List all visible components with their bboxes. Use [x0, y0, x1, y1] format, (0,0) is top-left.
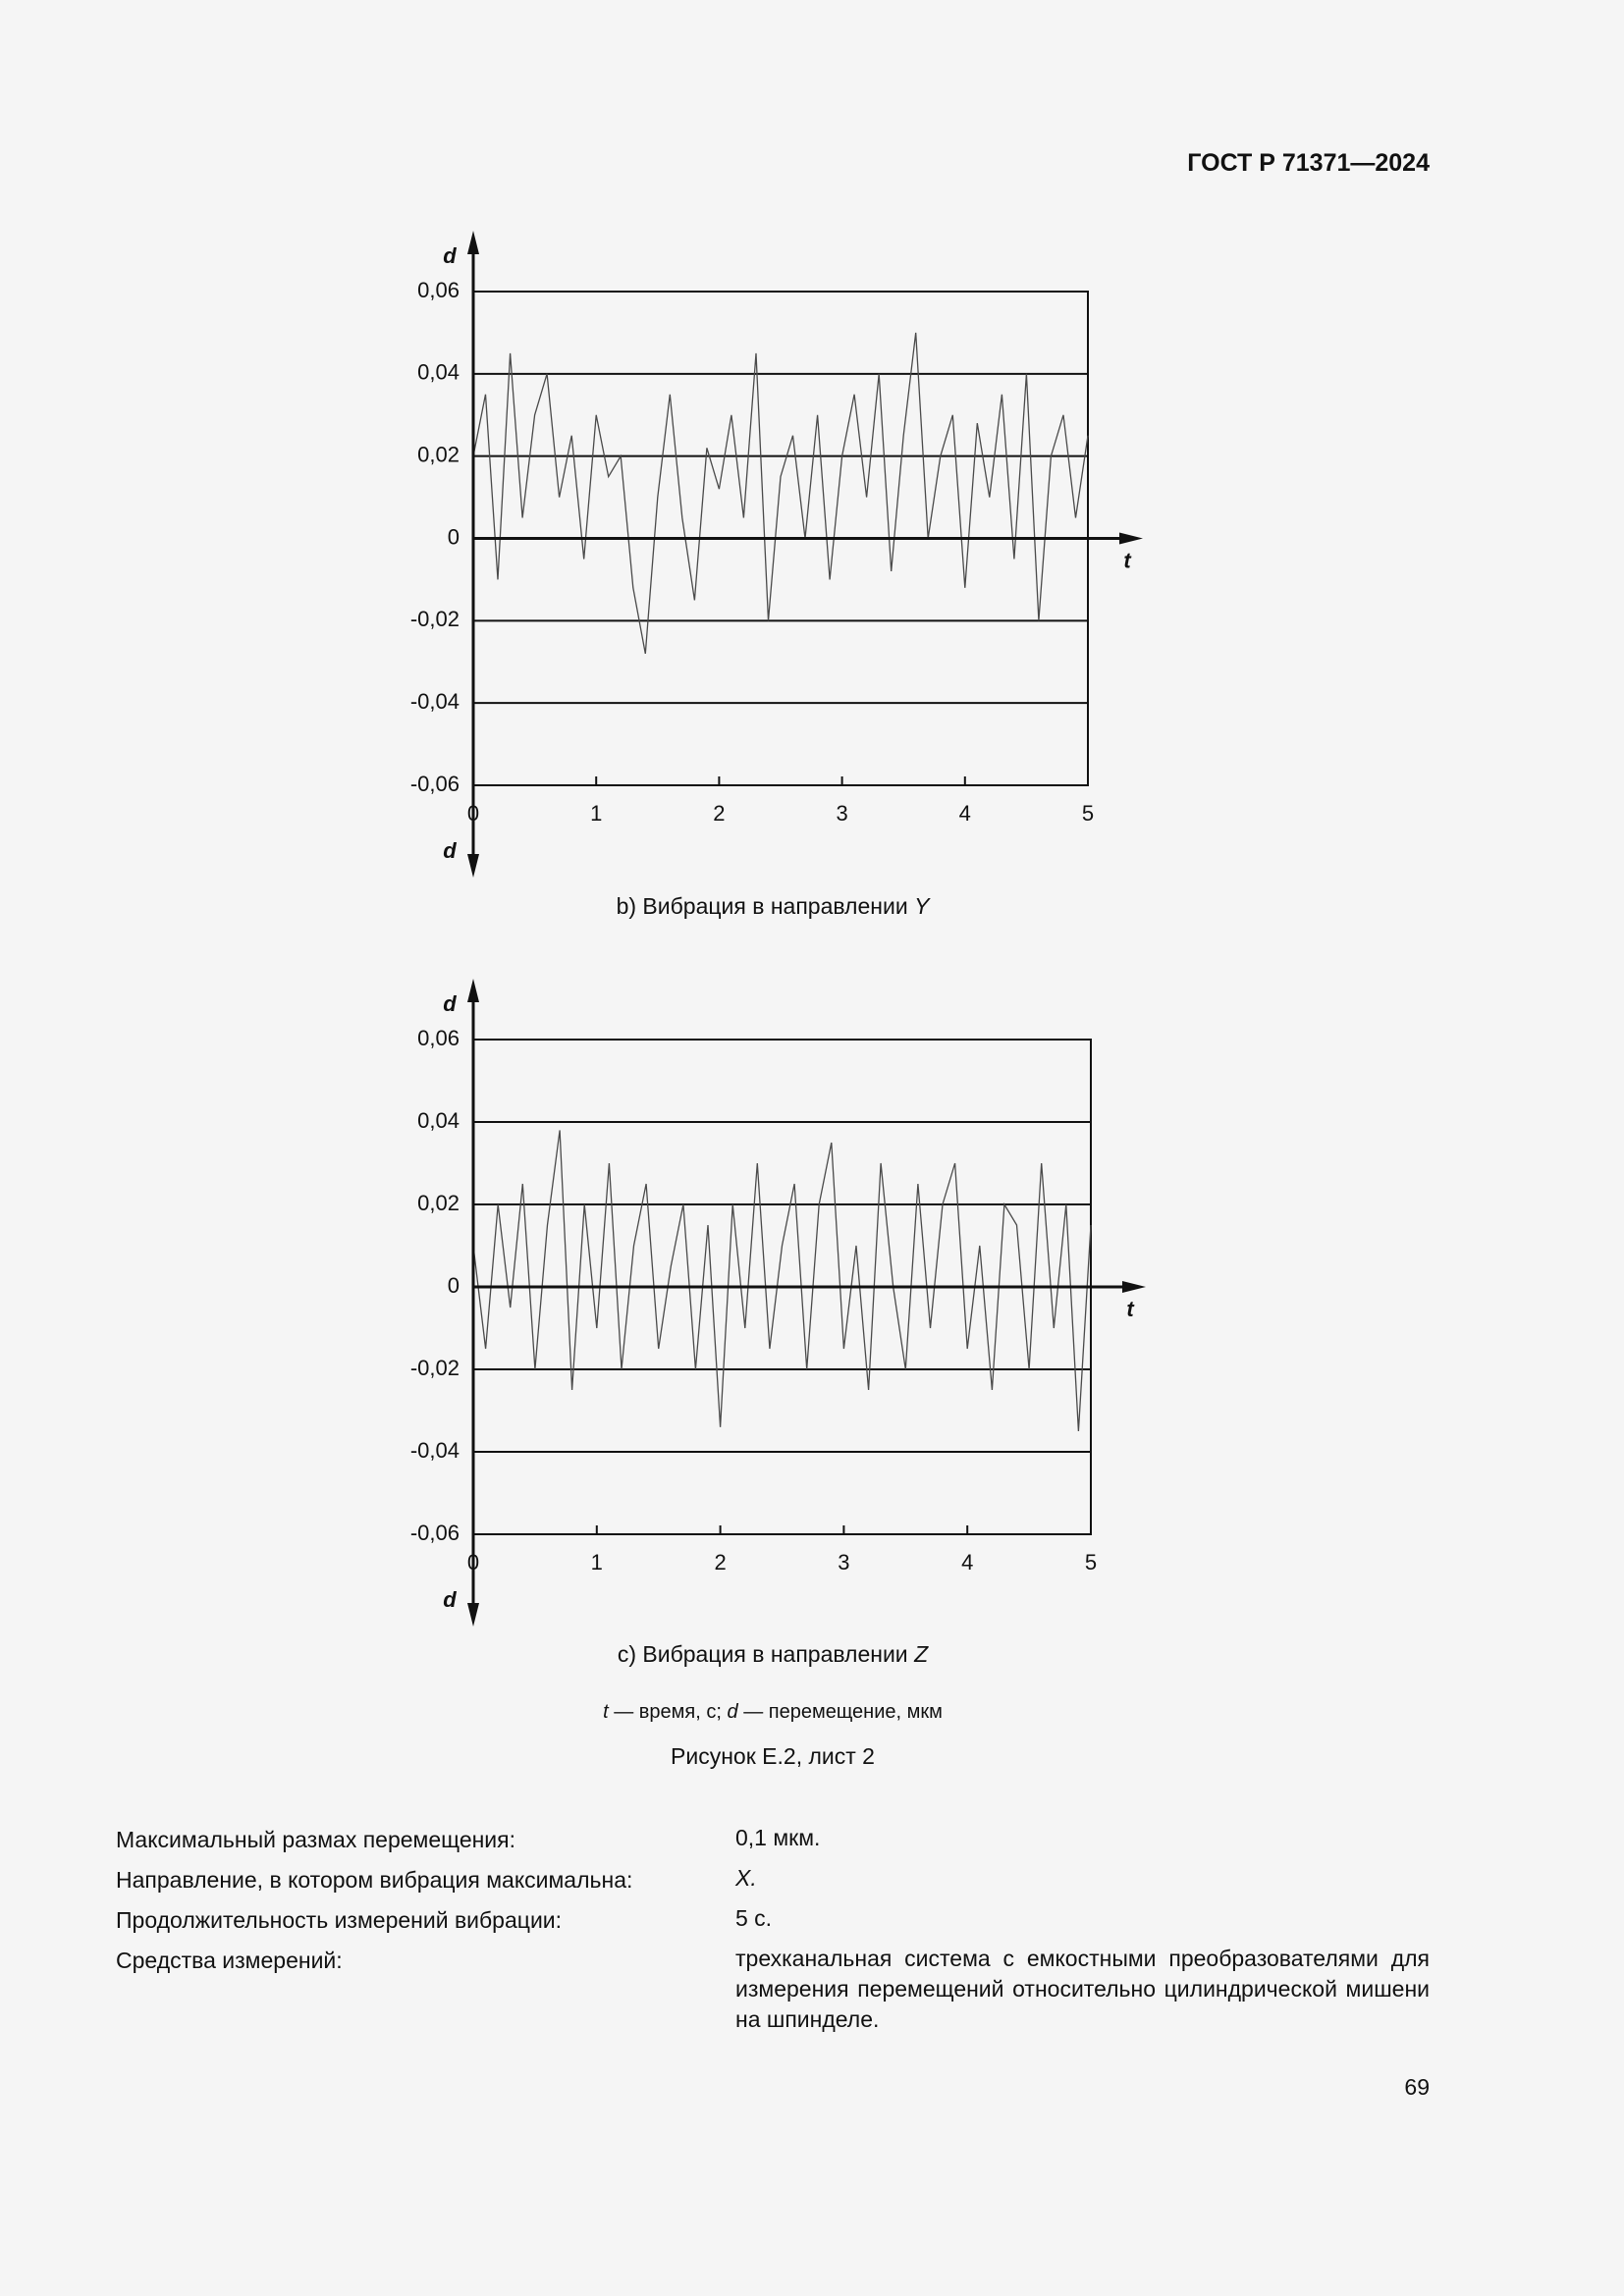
note-symbol: t — [603, 1701, 609, 1723]
y-tick-label: 0,02 — [417, 442, 460, 466]
arrow — [1122, 1281, 1146, 1293]
y-axis-label: d — [443, 991, 457, 1016]
detail-value: 5 с. — [735, 1905, 773, 1931]
y-axis-label: d — [443, 838, 457, 863]
detail-label: Средства измерений: — [116, 1948, 343, 1973]
symbol-note: t — время, с; d — перемещение, мкм — [0, 1701, 1545, 1724]
standard-header: ГОСТ Р 71371—2024 — [1187, 149, 1430, 177]
detail-value: трехканальная система с емкостными преоб… — [735, 1946, 1430, 2032]
x-tick-label: 2 — [713, 801, 725, 826]
y-axis-label: d — [443, 243, 457, 268]
y-tick-label: -0,06 — [410, 772, 460, 796]
signal-line — [472, 332, 1089, 655]
x-tick-label: 5 — [1085, 1550, 1097, 1575]
y-tick-label: 0,06 — [417, 278, 460, 302]
detail-label: Направление, в котором вибрация максимал… — [116, 1867, 633, 1893]
x-tick-label: 5 — [1082, 801, 1094, 826]
figure-caption: Рисунок Е.2, лист 2 — [671, 1743, 875, 1769]
y-axis-label: d — [443, 1587, 457, 1612]
caption-axis: Y — [914, 893, 930, 919]
x-tick-label: 4 — [959, 801, 971, 826]
y-tick-label: -0,06 — [410, 1521, 460, 1545]
detail-label: Максимальный размах перемещения: — [116, 1827, 516, 1852]
chart-caption: с) Вибрация в направлении Z — [0, 1641, 1545, 1668]
arrow — [467, 1603, 479, 1627]
y-tick-label: -0,02 — [410, 607, 460, 631]
y-tick-label: 0,04 — [417, 1108, 460, 1133]
x-tick-label: 3 — [838, 1550, 849, 1575]
signal-line — [472, 1130, 1092, 1432]
note-text: — время, с; — [614, 1701, 722, 1723]
arrow — [1119, 532, 1143, 545]
y-tick-label: 0 — [448, 524, 460, 549]
note-symbol: d — [727, 1701, 738, 1723]
y-tick-label: -0,02 — [410, 1356, 460, 1380]
caption-text: с) Вибрация в направлении — [617, 1641, 908, 1667]
y-tick-label: 0,06 — [417, 1026, 460, 1050]
detail-value: 0,1 мкм. — [735, 1825, 821, 1850]
arrow — [467, 854, 479, 878]
x-axis-label: t — [1123, 548, 1132, 572]
x-tick-label: 1 — [590, 801, 602, 826]
note-text: — перемещение, мкм — [743, 1701, 943, 1723]
y-tick-label: -0,04 — [410, 1438, 460, 1463]
x-tick-label: 1 — [591, 1550, 603, 1575]
x-axis-label: t — [1126, 1297, 1135, 1321]
detail-label: Продолжительность измерений вибрации: — [116, 1907, 563, 1933]
caption-axis: Z — [914, 1641, 929, 1667]
x-tick-label: 3 — [836, 801, 847, 826]
page-number: 69 — [1404, 2074, 1430, 2100]
detail-value: X. — [735, 1865, 757, 1891]
y-tick-label: -0,04 — [410, 689, 460, 714]
y-tick-label: 0,02 — [417, 1191, 460, 1215]
x-tick-label: 2 — [714, 1550, 726, 1575]
caption-text: b) Вибрация в направлении — [616, 893, 908, 919]
arrow — [467, 231, 479, 254]
chart-caption: b) Вибрация в направлении Y — [0, 893, 1545, 920]
y-tick-label: 0 — [448, 1273, 460, 1298]
y-tick-label: 0,04 — [417, 360, 460, 385]
arrow — [467, 979, 479, 1002]
x-tick-label: 4 — [961, 1550, 973, 1575]
